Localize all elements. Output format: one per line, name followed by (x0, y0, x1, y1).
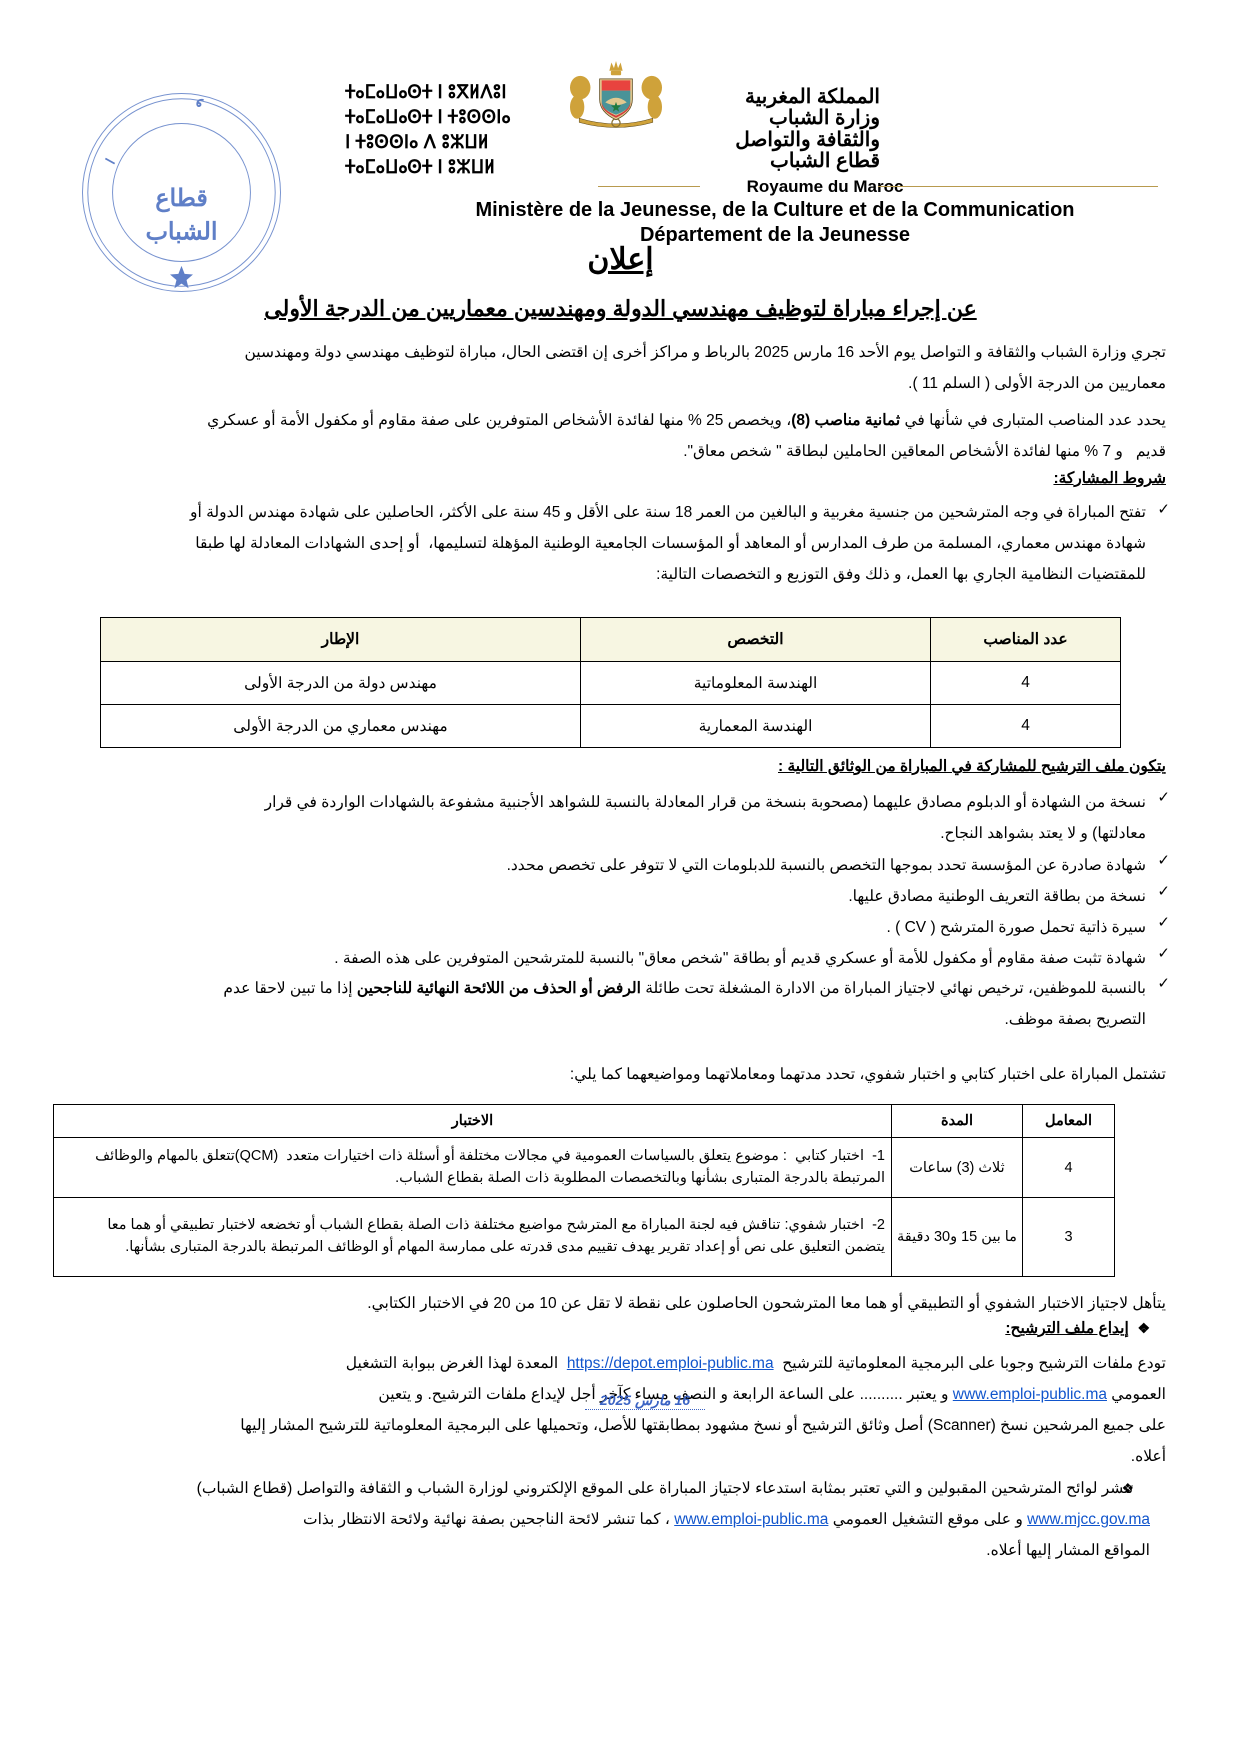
svg-text:9/6/2019: 9/6/2019 (71, 82, 74, 85)
svg-text:قطاع: قطاع (155, 185, 207, 213)
svg-text:والثقافة والتواصل: والثقافة والتواصل (71, 82, 77, 86)
